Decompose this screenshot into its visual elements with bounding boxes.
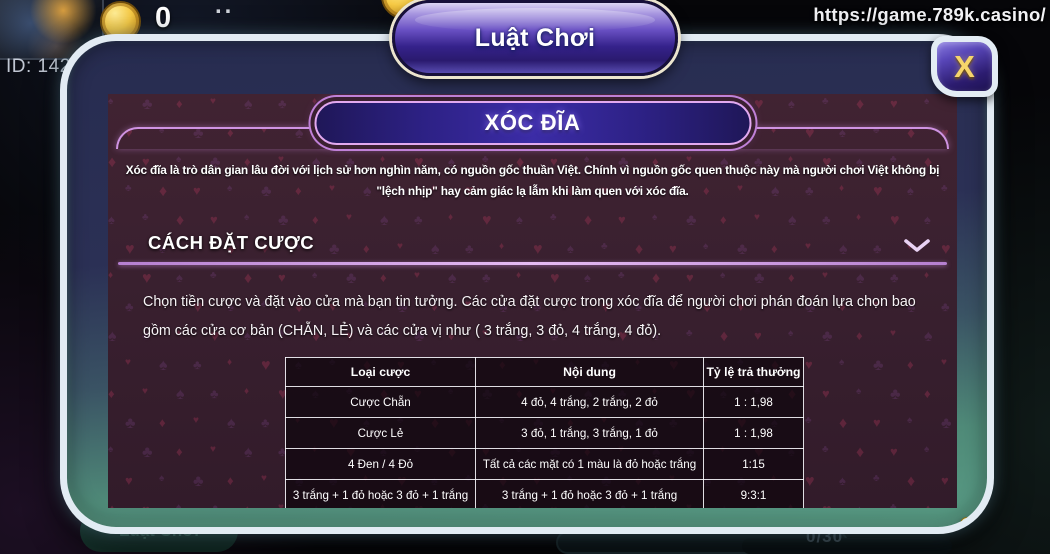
game-intro-text: Xóc đĩa là trò dân gian lâu đời với lịch…: [125, 163, 940, 198]
table-header-row: Loại cược Nội dung Tỷ lệ trả thưởng: [285, 357, 804, 387]
table-cell: 4 Đen / 4 Đỏ: [285, 448, 476, 480]
game-name-badge: XÓC ĐĨA: [314, 101, 751, 145]
table-cell: Cược Lẻ: [285, 417, 476, 449]
table-cell: Tất cả các mặt có 1 màu là đỏ hoặc trắng: [475, 448, 704, 480]
table-cell: 3 đỏ, 1 trắng, 3 trắng, 1 đỏ: [475, 417, 704, 449]
rules-content-panel: ♠♣♦♥♠♣♦♥♠♣♦♥♠♣♦♥♠♣♦♥♠♣♦♥♠♣♥♠♣♦♥♠♣♦♥♠♣♦♥♠…: [108, 94, 957, 508]
menu-dots: ..: [215, 0, 235, 19]
table-row: Cược Chẵn 4 đỏ, 4 trắng, 2 trắng, 2 đỏ 1 :…: [285, 386, 804, 418]
table-cell: 4 đỏ, 4 trắng, 2 trắng, 2 đỏ: [475, 386, 704, 418]
betting-table: Loại cược Nội dung Tỷ lệ trả thưởng Cược Ch…: [285, 357, 804, 508]
table-header-cell: Nội dung: [475, 357, 704, 387]
x-icon: X: [954, 48, 975, 84]
section-title: CÁCH ĐẶT CƯỢC: [148, 232, 315, 253]
table-header-cell: Loại cược: [285, 357, 476, 387]
table-row: Cược Lẻ 3 đỏ, 1 trắng, 3 trắng, 1 đỏ 1 : 1…: [285, 417, 804, 449]
table-cell: 3 trắng + 1 đỏ hoặc 3 đỏ + 1 trắng: [285, 479, 476, 508]
table-cell: 9:3:1: [703, 479, 804, 508]
table-header-cell: Tỷ lệ trả thưởng: [703, 357, 804, 387]
balance-value: 0: [155, 2, 172, 34]
table-row: 4 Đen / 4 Đỏ Tất cả các mặt có 1 màu là đ…: [285, 448, 804, 480]
scroll-top-button[interactable]: [960, 517, 988, 527]
table-cell: 1:15: [703, 448, 804, 480]
table-cell: 3 trắng + 1 đỏ hoặc 3 đỏ + 1 trắng: [475, 479, 704, 508]
section-divider: [118, 262, 947, 265]
section-body-text: Chọn tiền cược và đặt vào cửa mà bạn tin…: [143, 294, 916, 339]
table-cell: 1 : 1,98: [703, 417, 804, 449]
modal-title-badge: Luật Chơi: [392, 0, 678, 76]
table-cell: 1 : 1,98: [703, 386, 804, 418]
game-name: XÓC ĐĨA: [484, 110, 581, 135]
close-button[interactable]: X: [931, 36, 998, 97]
page-url: https://game.789k.casino/: [813, 4, 1046, 25]
bottom-bar: [742, 538, 952, 554]
rules-modal: ♠♣♦♥♠♣♦♥♠♣♦♥♠♣♦♥♠♣♦♥♠♣♦♥♠♣♥♠♣♦♥♠♣♦♥♠♣♦♥♠…: [60, 34, 994, 534]
chevron-down-icon: [903, 238, 931, 259]
modal-title: Luật Chơi: [474, 23, 596, 52]
table-cell: Cược Chẵn: [285, 386, 476, 418]
section-betting-header[interactable]: CÁCH ĐẶT CƯỢC: [108, 232, 957, 258]
table-row: 3 trắng + 1 đỏ hoặc 3 đỏ + 1 trắng 3 trắn…: [285, 479, 804, 508]
double-chevron-up-icon: [965, 519, 988, 527]
